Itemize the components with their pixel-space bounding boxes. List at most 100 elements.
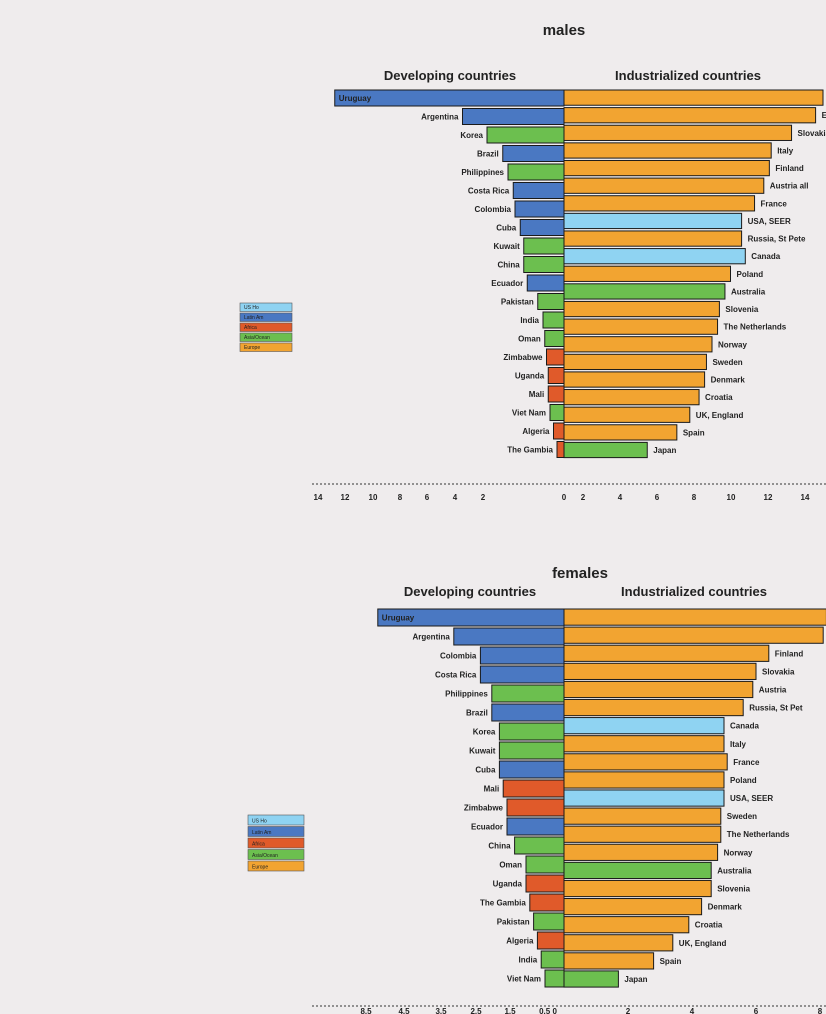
industrialized-bar bbox=[563, 680, 754, 699]
industrialized-bar bbox=[563, 124, 793, 141]
industrialized-bar bbox=[563, 441, 648, 459]
x-tick-label: 10 bbox=[369, 493, 378, 502]
developing-label: Brazil bbox=[466, 709, 488, 718]
industrialized-label: Croatia bbox=[695, 921, 723, 930]
x-tick-label: 3.5 bbox=[435, 1007, 447, 1014]
developing-bar bbox=[547, 367, 565, 384]
developing-bar bbox=[553, 422, 565, 440]
x-tick-label: 4.5 bbox=[398, 1007, 410, 1014]
developing-bar bbox=[546, 348, 565, 366]
industrialized-label: France bbox=[761, 199, 788, 208]
developing-bar bbox=[491, 703, 565, 722]
x-tick-label: 4 bbox=[453, 493, 458, 502]
developing-bar bbox=[453, 627, 565, 646]
developing-label: Algeria bbox=[522, 427, 550, 436]
developing-bar bbox=[479, 646, 565, 665]
developing-bar bbox=[523, 237, 565, 255]
industrialized-label: Norway bbox=[724, 848, 753, 857]
industrialized-label: Slovenia bbox=[725, 305, 758, 314]
developing-label: Argentina bbox=[421, 113, 459, 122]
industrialized-label: Sweden bbox=[712, 358, 742, 367]
industrialized-label: Poland bbox=[737, 270, 764, 279]
legend-label: Latin Am bbox=[244, 315, 263, 321]
legend-label: US Ho bbox=[244, 305, 259, 311]
developing-bar bbox=[498, 760, 565, 779]
x-tick-label: 1.5 bbox=[504, 1007, 516, 1014]
industrialized-label: Estonia bbox=[822, 111, 826, 120]
industrialized-label: Austria bbox=[759, 685, 787, 694]
industrialized-bar bbox=[563, 389, 700, 406]
industrialized-label: UK, England bbox=[679, 939, 727, 948]
industrialized-bar bbox=[563, 230, 743, 247]
industrialized-label: Slovakia bbox=[798, 129, 826, 138]
developing-bar bbox=[498, 722, 565, 741]
developing-bar bbox=[526, 274, 565, 292]
industrialized-bar bbox=[563, 698, 744, 717]
industrialized-label: USA, SEER bbox=[730, 794, 773, 803]
developing-bar bbox=[519, 219, 565, 236]
developing-bar bbox=[514, 836, 565, 855]
x-tick-label: 6 bbox=[425, 493, 430, 502]
developing-bar bbox=[462, 108, 565, 125]
industrialized-bar bbox=[563, 159, 770, 177]
industrialized-bar bbox=[563, 142, 772, 159]
industrialized-bar bbox=[563, 406, 691, 423]
x-tick-label: 2 bbox=[581, 493, 586, 502]
developing-bar bbox=[502, 145, 565, 162]
x-tick-label: 2 bbox=[481, 493, 486, 502]
developing-label: Pakistan bbox=[501, 298, 534, 307]
x-tick-label: 8 bbox=[692, 493, 697, 502]
developing-bar bbox=[525, 855, 565, 874]
legend-swatch bbox=[247, 849, 305, 860]
developing-bar bbox=[536, 931, 565, 950]
industrialized-bar bbox=[563, 107, 817, 124]
industrialized-bar bbox=[563, 626, 824, 644]
developing-bar bbox=[547, 385, 565, 403]
legend-label: Africa bbox=[244, 325, 257, 331]
x-tick-label: 0 bbox=[562, 493, 567, 502]
developing-label: Korea bbox=[473, 728, 496, 737]
developing-bar bbox=[491, 684, 565, 703]
legend-swatch bbox=[239, 312, 293, 322]
developing-bar bbox=[498, 741, 565, 760]
legend-swatch bbox=[239, 342, 293, 352]
industrialized-label: Austria all bbox=[770, 182, 809, 191]
developing-bar bbox=[540, 950, 565, 969]
developing-bar bbox=[533, 912, 565, 931]
developing-label: India bbox=[520, 316, 539, 325]
developing-bar bbox=[529, 893, 565, 912]
x-tick-label: 6 bbox=[754, 1007, 759, 1014]
x-tick-label: 8 bbox=[398, 493, 403, 502]
industrialized-bar bbox=[563, 934, 674, 952]
industrialized-bar bbox=[563, 807, 722, 825]
developing-bar bbox=[549, 404, 565, 421]
developing-bar bbox=[502, 779, 565, 798]
developing-label: Uruguay bbox=[339, 94, 372, 103]
industrialized-bar bbox=[563, 318, 719, 335]
legend-swatch bbox=[247, 814, 305, 826]
developing-label: Algeria bbox=[506, 937, 534, 946]
developing-label: Cuba bbox=[496, 224, 517, 233]
legend-swatch bbox=[239, 322, 293, 332]
x-tick-label: 6 bbox=[655, 493, 660, 502]
left-header: Developing countries bbox=[404, 584, 536, 599]
industrialized-bar bbox=[563, 662, 757, 680]
developing-label: The Gambia bbox=[480, 899, 526, 908]
industrialized-bar bbox=[563, 970, 619, 988]
industrialized-bar bbox=[563, 717, 725, 735]
industrialized-label: Finland bbox=[775, 164, 804, 173]
industrialized-bar bbox=[563, 248, 746, 265]
chart-title: females bbox=[552, 565, 608, 582]
industrialized-bar bbox=[563, 644, 770, 662]
industrialized-label: Spain bbox=[683, 428, 705, 437]
developing-bar bbox=[544, 969, 565, 988]
industrialized-label: Sweden bbox=[727, 812, 757, 821]
legend: US Ho Latin Am Africa Asia/Ocean Europe bbox=[247, 814, 305, 872]
industrialized-bar bbox=[563, 916, 690, 934]
industrialized-bar bbox=[563, 283, 726, 300]
x-tick-label: 4 bbox=[690, 1007, 695, 1014]
x-tick-label: 8 bbox=[818, 1007, 823, 1014]
industrialized-label: Russia, St Pet bbox=[749, 704, 803, 713]
industrialized-bar bbox=[563, 300, 720, 318]
